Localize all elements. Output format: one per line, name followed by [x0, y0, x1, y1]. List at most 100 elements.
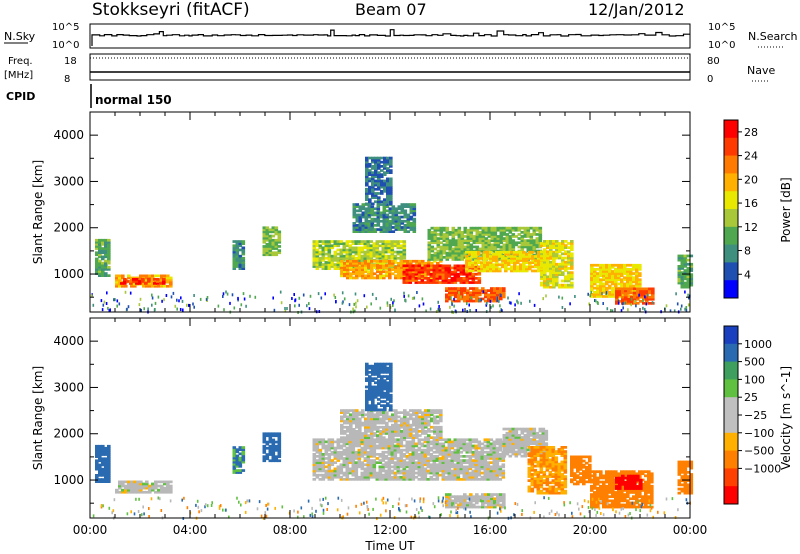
power-cell: [472, 245, 477, 249]
vel-cell: [369, 455, 374, 458]
power-cell: [241, 256, 246, 260]
vel-cell: [429, 478, 434, 481]
vel-cell: [375, 453, 380, 456]
power-cell: [104, 261, 108, 265]
vel-cell: [492, 450, 497, 454]
power-cell: [689, 283, 694, 287]
vel-cell: [354, 471, 359, 475]
power-cell: [375, 240, 380, 243]
power-cell: [466, 231, 471, 234]
power-cell: [429, 275, 434, 278]
power-cell: [232, 240, 237, 243]
vel-cell: [393, 450, 398, 454]
vel-cell: [330, 442, 335, 446]
power-cell: [496, 291, 500, 295]
power-cell: [352, 215, 357, 219]
vel-cell: [351, 471, 356, 475]
power-cell: [382, 217, 387, 221]
vel-cell: [366, 457, 371, 460]
vel-cell: [318, 440, 323, 444]
power-speckle: [453, 304, 455, 308]
vel-cell: [498, 440, 503, 444]
power-cell: [352, 262, 356, 265]
vel-cell: [409, 413, 413, 417]
power-cell: [441, 277, 446, 280]
power-cell: [531, 259, 535, 262]
power-cell: [504, 269, 508, 273]
power-cell: [462, 266, 467, 270]
vel-cell: [468, 467, 473, 471]
power-cell: [457, 299, 461, 303]
vel-cell: [352, 434, 356, 437]
power-cell: [463, 241, 468, 245]
power-cell: [617, 265, 621, 269]
power-cell: [312, 263, 317, 266]
vel-cell: [417, 453, 422, 456]
vel-cell: [262, 440, 267, 444]
cpid-label: CPID: [6, 90, 35, 103]
power-cell: [448, 293, 452, 297]
vel-cell: [382, 436, 386, 439]
power-cell: [277, 240, 282, 244]
power-cell: [265, 238, 270, 242]
power-speckle: [140, 308, 142, 312]
power-cell: [426, 279, 431, 282]
power-cell: [127, 276, 131, 280]
vel-cell: [432, 478, 437, 481]
power-cell: [321, 242, 326, 245]
vel-cell: [406, 413, 410, 417]
power-cell: [490, 295, 494, 299]
power-cell: [519, 267, 523, 271]
power-speckle: [126, 307, 128, 311]
vel-cell: [441, 461, 446, 464]
power-cell: [357, 259, 362, 262]
power-cell: [388, 264, 392, 267]
power-cell: [501, 263, 505, 267]
power-cell: [635, 272, 639, 275]
power-cell: [377, 198, 381, 201]
power-cell: [394, 224, 399, 227]
power-cell: [403, 274, 407, 278]
power-cell: [441, 279, 446, 282]
power-cell: [543, 250, 547, 254]
vel-cell: [318, 461, 323, 464]
vel-cell: [232, 467, 237, 470]
vel-cell: [166, 486, 170, 490]
power-cell: [238, 261, 243, 264]
power-cell: [629, 274, 633, 277]
power-cell: [508, 245, 513, 249]
vel-cell: [441, 457, 446, 460]
power-cell: [409, 259, 413, 263]
power-cell: [403, 211, 408, 215]
power-cell: [382, 215, 387, 219]
power-cell: [457, 253, 462, 257]
power-cell: [496, 293, 500, 297]
vel-cell: [441, 450, 446, 454]
power-cell: [389, 177, 393, 181]
power-cell: [373, 217, 378, 221]
vel-cell: [444, 438, 449, 442]
vel-cell: [501, 463, 506, 467]
vel-cell: [387, 463, 392, 467]
power-cell: [268, 249, 273, 252]
vel-cell: [340, 428, 344, 431]
vel-cell: [357, 457, 362, 460]
vel-cell: [483, 457, 488, 460]
vel-cell: [157, 490, 161, 494]
power-y-axis-label: Slant Range [km]: [31, 160, 45, 264]
power-cell: [504, 259, 508, 262]
power-cell: [436, 228, 441, 232]
power-cell: [169, 280, 173, 284]
vel-cell: [453, 471, 458, 475]
power-cell: [262, 247, 267, 250]
vel-cell: [459, 465, 464, 469]
power-cell: [386, 160, 390, 164]
power-cell: [377, 179, 381, 183]
power-cell: [336, 261, 341, 264]
vel-cell: [441, 442, 446, 446]
power-cell: [358, 213, 363, 217]
vel-cell: [355, 415, 359, 419]
power-cell: [534, 269, 538, 273]
power-cell: [159, 282, 163, 285]
